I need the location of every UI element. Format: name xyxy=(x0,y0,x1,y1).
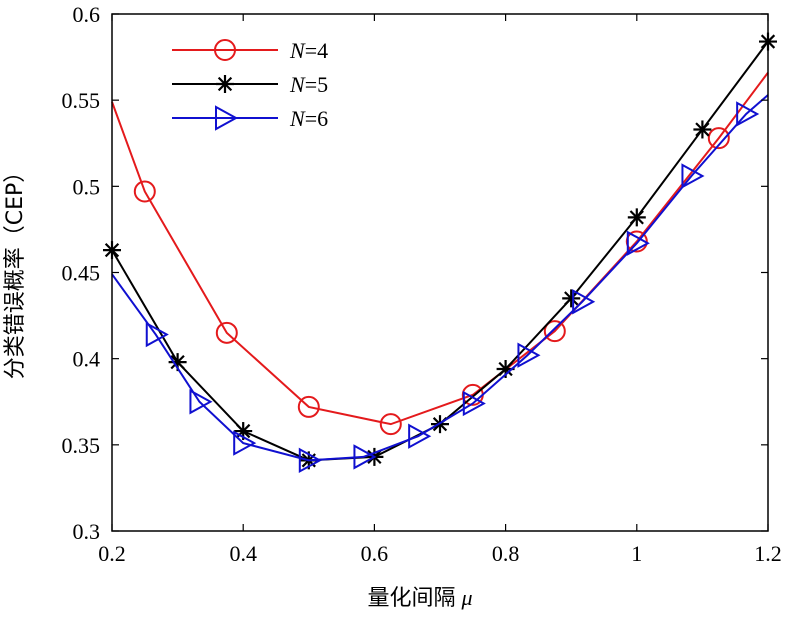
series-line xyxy=(111,40,769,462)
legend-item-3: N=6 xyxy=(172,105,328,131)
data-point-marker xyxy=(693,120,712,139)
data-point-marker xyxy=(353,444,377,470)
x-tick-label: 1 xyxy=(631,541,642,566)
x-tick-label: 0.8 xyxy=(492,541,520,566)
y-tick-label: 0.5 xyxy=(73,174,101,199)
series-2 xyxy=(103,32,777,470)
data-point-marker xyxy=(297,395,320,418)
series-3 xyxy=(111,94,769,474)
x-axis-title: 量化间隔 μ xyxy=(367,585,472,611)
y-tick-label: 0.35 xyxy=(62,433,101,458)
data-point-marker xyxy=(517,342,541,368)
data-point-marker xyxy=(562,289,581,308)
axes-box xyxy=(111,13,769,532)
data-point-marker xyxy=(626,230,650,256)
asterisk-stroke xyxy=(564,291,579,306)
x-tick-label: 0.4 xyxy=(229,541,257,566)
data-point-marker xyxy=(145,321,169,348)
data-point-marker xyxy=(408,423,432,449)
legend-label-rest: =6 xyxy=(305,106,328,131)
plot-area xyxy=(103,32,777,474)
y-axis-title: 分类错误概率（CEP） xyxy=(3,161,28,380)
data-point-marker xyxy=(627,208,646,227)
y-tick-label: 0.3 xyxy=(73,519,101,544)
legend-label-var: N xyxy=(289,38,306,63)
data-point-marker xyxy=(233,430,257,456)
data-point-marker xyxy=(736,101,760,127)
asterisk-stroke xyxy=(498,361,513,377)
legend-marker xyxy=(216,75,234,93)
y-tick-label: 0.55 xyxy=(62,88,101,113)
data-point-marker xyxy=(707,127,730,150)
data-point-marker xyxy=(298,447,322,474)
legend-item-1: N=4 xyxy=(172,38,328,63)
x-tick-label: 0.6 xyxy=(361,541,389,566)
data-point-marker xyxy=(681,163,705,189)
series-1 xyxy=(111,71,769,436)
data-point-marker xyxy=(379,413,402,436)
x-axis-title-symbol: μ xyxy=(460,585,472,610)
x-tick-label: 0.2 xyxy=(98,541,126,566)
legend-label-rest: =5 xyxy=(305,72,328,97)
legend-label: N=6 xyxy=(289,106,328,131)
asterisk-stroke xyxy=(629,210,644,225)
asterisk-stroke xyxy=(170,354,185,370)
legend-item-2: N=5 xyxy=(172,72,328,97)
y-tick-label: 0.4 xyxy=(73,347,101,372)
axes: 0.2 0.4 0.6 0.8 1 1.2 0.3 0.35 0.4 0.45 0.5 0.55 0.6 xyxy=(62,2,782,566)
data-point-marker xyxy=(572,289,596,315)
data-point-marker xyxy=(215,321,238,344)
x-axis-title-text: 量化间隔 xyxy=(367,586,455,611)
legend-label: N=4 xyxy=(289,38,328,63)
x-tick-label: 1.2 xyxy=(754,541,782,566)
y-tick-label: 0.45 xyxy=(62,261,101,286)
legend-label-var: N xyxy=(289,106,306,131)
data-point-marker xyxy=(189,389,213,415)
legend-marker xyxy=(214,39,236,61)
asterisk-stroke xyxy=(217,76,233,92)
data-point-marker xyxy=(133,180,156,203)
legend-label: N=5 xyxy=(289,72,328,97)
legend-label-var: N xyxy=(289,72,306,97)
data-point-marker xyxy=(462,390,486,417)
data-point-marker xyxy=(543,320,566,343)
legend-marker xyxy=(215,105,239,131)
legend-label-rest: =4 xyxy=(305,38,328,63)
asterisk-stroke xyxy=(695,122,710,137)
series-line xyxy=(111,71,769,426)
y-tick-label: 0.6 xyxy=(73,2,101,27)
legend: N=4N=5N=6 xyxy=(172,38,328,131)
